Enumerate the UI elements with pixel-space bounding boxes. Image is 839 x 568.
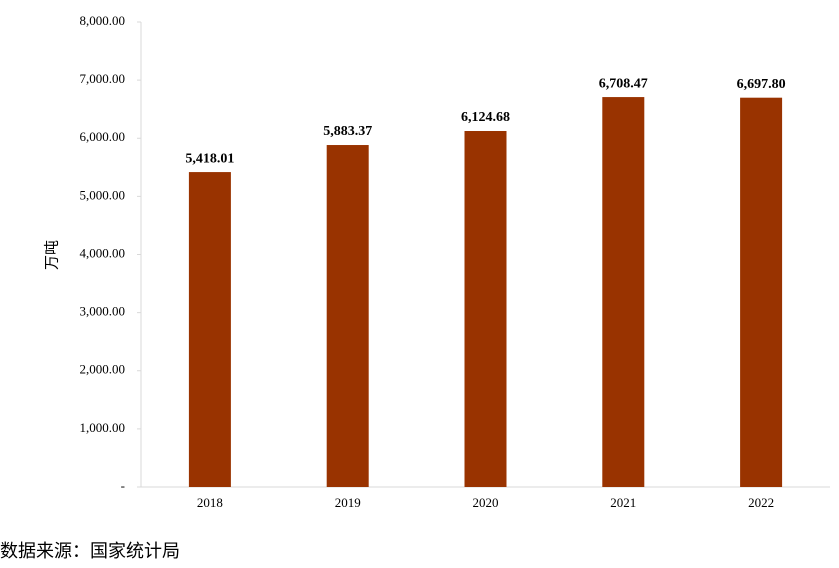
value-label: 6,124.68 — [461, 110, 510, 125]
x-tick-label: 2018 — [197, 495, 223, 510]
bar — [464, 131, 507, 487]
y-tick-label: 5,000.00 — [80, 187, 126, 202]
value-label: 6,708.47 — [599, 76, 648, 91]
value-label: 5,883.37 — [323, 124, 372, 139]
value-label: 6,697.80 — [737, 77, 786, 92]
bar — [602, 97, 645, 487]
x-tick-label: 2021 — [610, 495, 636, 510]
x-tick-label: 2019 — [335, 495, 361, 510]
bar — [740, 97, 783, 488]
bar — [188, 172, 231, 487]
bar — [326, 145, 369, 487]
y-tick-label: - — [121, 478, 125, 493]
y-tick-label: 1,000.00 — [80, 420, 126, 435]
y-tick-label: 4,000.00 — [80, 245, 126, 260]
y-tick-label: 8,000.00 — [80, 13, 126, 28]
source-note: 数据来源：国家统计局 — [0, 541, 180, 562]
x-tick-label: 2022 — [748, 495, 774, 510]
y-axis-label: 万吨 — [43, 240, 61, 270]
y-tick-label: 7,000.00 — [80, 71, 126, 86]
value-label: 5,418.01 — [185, 151, 234, 166]
x-tick-label: 2020 — [473, 495, 499, 510]
y-tick-label: 6,000.00 — [80, 129, 126, 144]
y-tick-label: 2,000.00 — [80, 362, 126, 377]
y-tick-label: 3,000.00 — [80, 304, 126, 319]
